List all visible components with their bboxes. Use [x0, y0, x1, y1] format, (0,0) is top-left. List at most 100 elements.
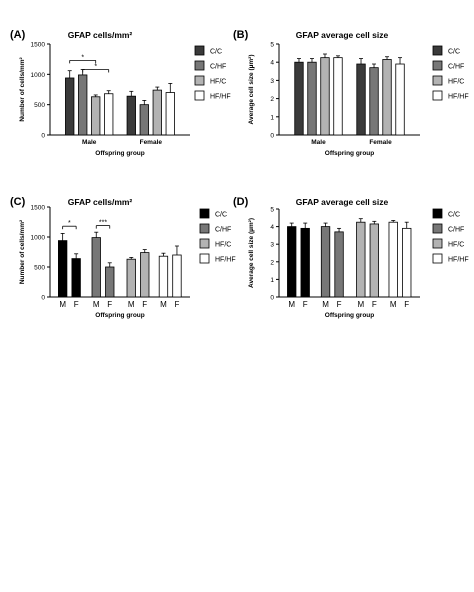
- bar: [307, 61, 317, 136]
- y-tick-label: 1500: [31, 205, 46, 212]
- x-tick-label: F: [175, 300, 180, 309]
- bar: [172, 254, 182, 298]
- x-tick-label: F: [74, 300, 79, 309]
- bar: [356, 63, 366, 136]
- y-tick-label: 1000: [31, 235, 46, 242]
- legend-swatch: [199, 253, 210, 264]
- bar: [333, 57, 343, 136]
- panel-label-b: (B): [233, 29, 249, 41]
- legend-label: C/HF: [210, 64, 226, 71]
- bar: [158, 255, 169, 298]
- legend-swatch: [432, 208, 443, 219]
- panel-a: (A) GFAP cells/mm² 0 500 1000 1500 Number of…: [10, 29, 231, 157]
- x-tick-label: F: [303, 300, 308, 309]
- bar: [58, 240, 68, 298]
- y-tick-label: 500: [34, 102, 45, 109]
- bar: [65, 77, 75, 136]
- bar: [91, 96, 101, 136]
- legend-swatch: [194, 60, 205, 71]
- legend-swatch: [432, 90, 443, 101]
- y-tick-label: 5: [270, 207, 274, 214]
- panel-title-b: GFAP average cell size: [296, 30, 389, 40]
- x-axis-label: Offspring group: [325, 150, 374, 157]
- x-tick-label: M: [160, 300, 167, 309]
- bar: [71, 258, 81, 298]
- legend-label: HF/C: [215, 242, 231, 249]
- y-tick-label: 4: [270, 60, 274, 67]
- y-tick-label: 3: [270, 78, 274, 85]
- x-tick-label: F: [372, 300, 377, 309]
- y-tick-label: 1000: [31, 72, 46, 79]
- legend-label: C/C: [215, 212, 227, 219]
- x-tick-label: Female: [369, 139, 392, 146]
- legend-label: HF/C: [210, 79, 226, 86]
- legend-label: C/HF: [448, 227, 464, 234]
- y-axis-label: Average cell size (µm²): [248, 218, 255, 288]
- significance-label: *: [68, 220, 71, 227]
- bar: [91, 237, 101, 298]
- bar: [369, 67, 379, 136]
- panel-label-d: (D): [233, 196, 249, 208]
- chart-area-b: 0 1 2 3 4 5 Average cell size (µm²) Offspring g…: [248, 42, 469, 158]
- bar: [126, 95, 136, 136]
- panel-title-a: GFAP cells/mm²: [68, 30, 133, 40]
- bar: [105, 266, 115, 298]
- y-tick-label: 5: [270, 42, 274, 49]
- legend-label: C/C: [448, 49, 460, 56]
- panel-d: (D) GFAP average cell size 0 1 2 3 4 5 Average…: [233, 196, 469, 319]
- x-tick-label: M: [128, 300, 135, 309]
- bar: [140, 252, 150, 298]
- x-tick-label: M: [59, 300, 66, 309]
- x-tick-label: M: [288, 300, 295, 309]
- chart-area-a: 0 500 1000 1500 Number of cells/mm² Offspring…: [19, 42, 231, 158]
- y-axis-label: Number of cells/mm²: [19, 57, 26, 122]
- legend-swatch: [432, 238, 443, 249]
- x-tick-label: F: [107, 300, 112, 309]
- x-tick-label: Female: [140, 139, 163, 146]
- y-tick-label: 2: [270, 259, 274, 266]
- y-tick-label: 0: [270, 133, 274, 140]
- legend-swatch: [432, 60, 443, 71]
- x-axis-label: Offspring group: [95, 312, 144, 319]
- panel-label-c: (C): [10, 196, 26, 208]
- panel-c: (C) GFAP cells/mm² 0 500 1000 1500 Number of…: [10, 196, 236, 319]
- panel-b: (B) GFAP average cell size 0 1 2 3 4 5 Average…: [233, 29, 469, 157]
- bar: [104, 93, 114, 136]
- bar: [388, 221, 398, 298]
- x-tick-label: Male: [82, 139, 97, 146]
- x-tick-label: F: [404, 300, 409, 309]
- x-tick-label: M: [322, 300, 329, 309]
- legend-label: HF/HF: [215, 257, 236, 264]
- legend-swatch: [199, 238, 210, 249]
- bar: [369, 223, 379, 298]
- x-tick-label: Male: [311, 139, 326, 146]
- legend-label: C/C: [448, 212, 460, 219]
- bar: [287, 226, 297, 298]
- bar: [395, 63, 405, 136]
- panel-title-c: GFAP cells/mm²: [68, 197, 133, 207]
- legend-swatch: [199, 223, 210, 234]
- x-tick-label: M: [93, 300, 100, 309]
- bar: [152, 89, 162, 136]
- legend-swatch: [432, 253, 443, 264]
- significance-label: *: [81, 54, 84, 61]
- legend-swatch: [194, 90, 205, 101]
- y-tick-label: 4: [270, 224, 274, 231]
- legend-label: HF/C: [448, 79, 464, 86]
- legend-label: HF/HF: [448, 94, 469, 101]
- chart-area-d: 0 1 2 3 4 5 Average cell size (µm²) Offspring g…: [248, 207, 469, 320]
- bar: [139, 104, 149, 136]
- x-tick-label: F: [337, 300, 342, 309]
- panel-title-d: GFAP average cell size: [296, 197, 389, 207]
- y-axis-label: Average cell size (µm²): [248, 55, 255, 125]
- y-tick-label: 1: [270, 114, 274, 121]
- x-tick-label: M: [390, 300, 397, 309]
- y-tick-label: 1: [270, 277, 274, 284]
- bar: [126, 258, 136, 298]
- bar: [165, 92, 175, 136]
- y-tick-label: 0: [41, 295, 45, 302]
- y-tick-label: 0: [41, 133, 45, 140]
- legend-label: HF/HF: [448, 257, 469, 264]
- y-tick-label: 2: [270, 96, 274, 103]
- bar: [320, 57, 330, 136]
